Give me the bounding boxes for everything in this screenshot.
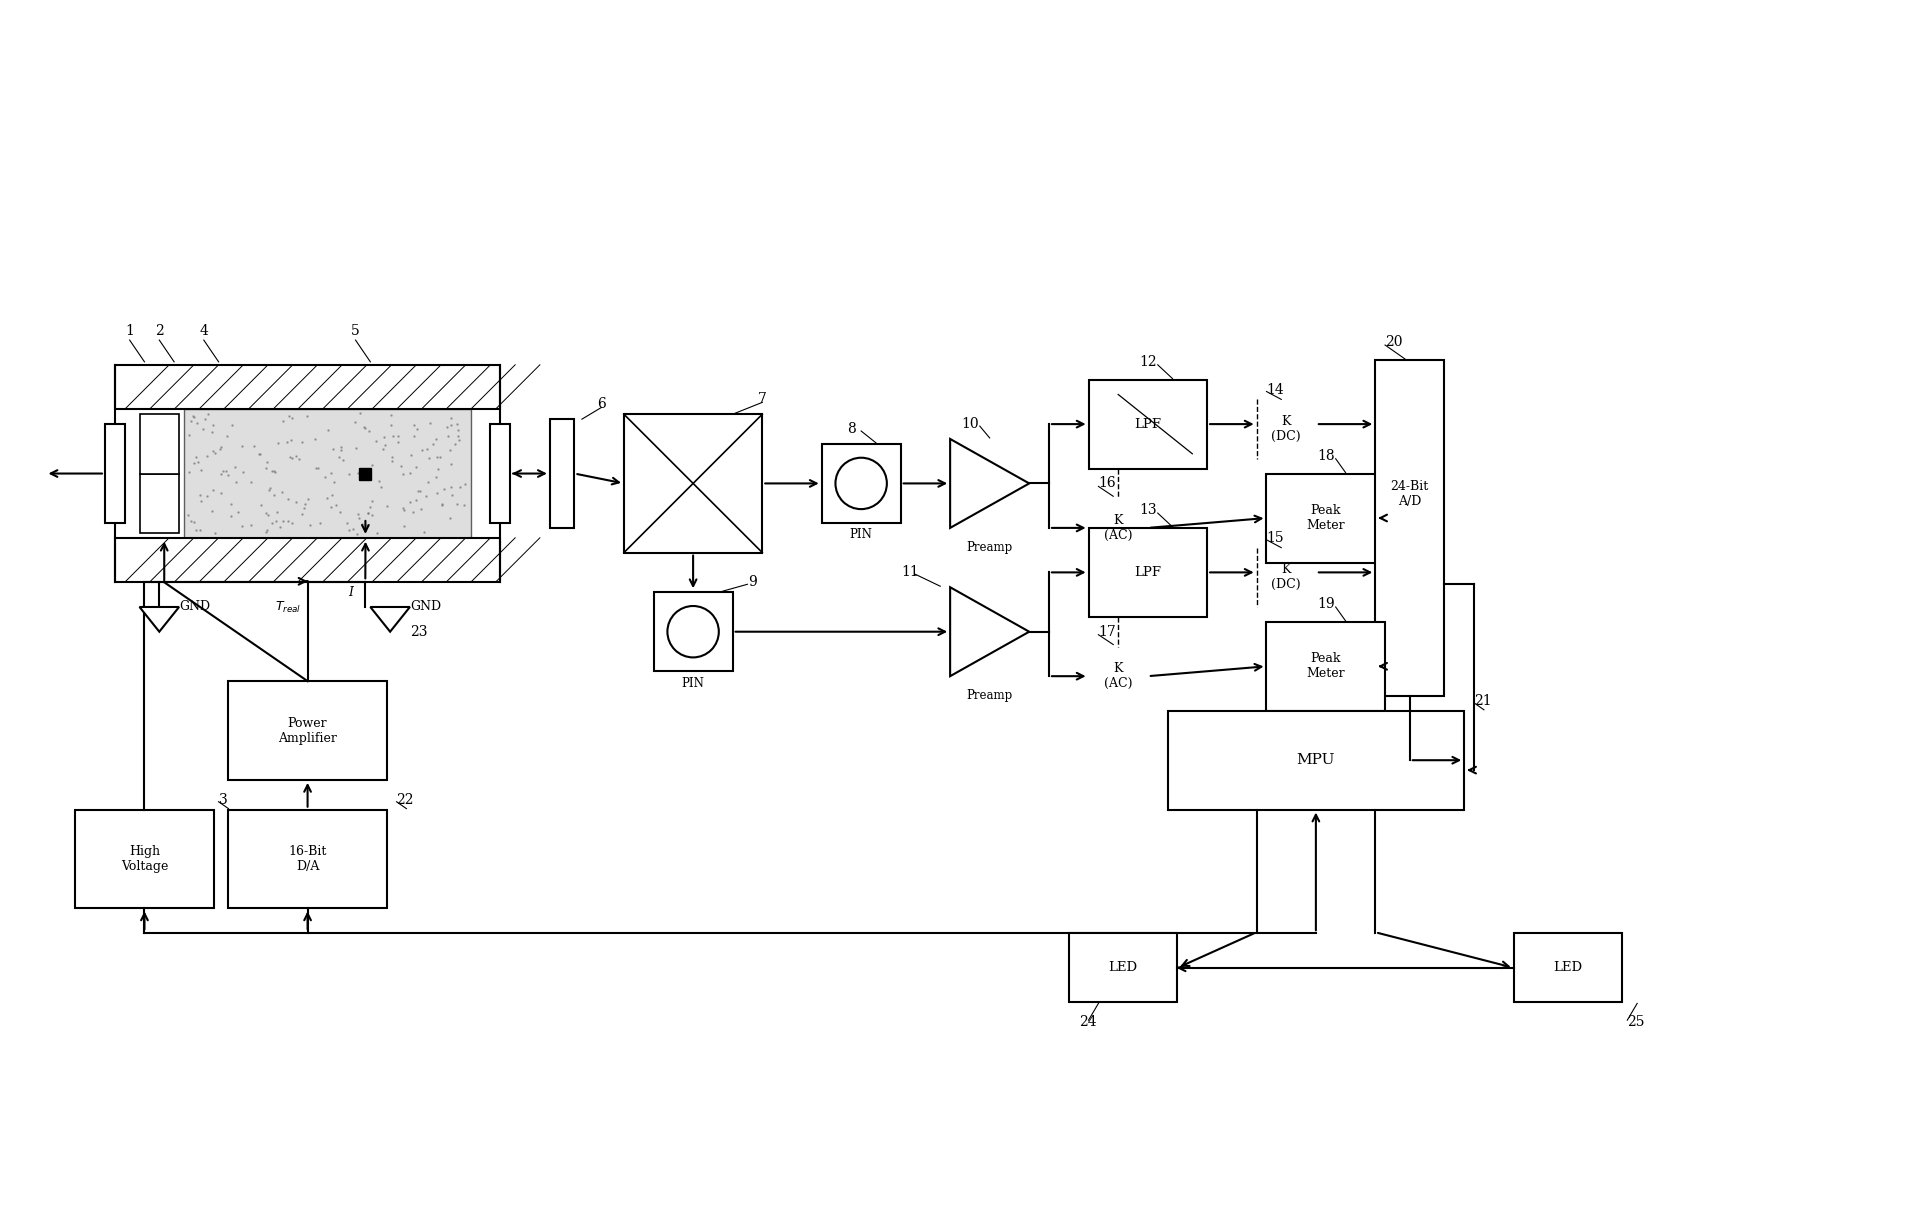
Polygon shape [949,588,1028,676]
Circle shape [836,458,886,509]
Bar [140,474,179,533]
Bar [1515,933,1622,1002]
Text: LED: LED [1109,961,1138,974]
Bar [653,593,732,671]
Text: Power
Amplifier: Power Amplifier [279,716,336,744]
Bar [1376,360,1445,696]
Bar [75,810,213,909]
Text: K
(AC): K (AC) [1103,662,1132,690]
Text: 19: 19 [1317,598,1334,611]
Text: 8: 8 [848,422,855,436]
Bar [140,415,179,474]
Text: 15: 15 [1267,531,1284,544]
Bar [229,681,386,781]
Text: 22: 22 [396,793,413,807]
Text: 2: 2 [156,324,163,338]
Text: Preamp: Preamp [967,542,1013,554]
Text: 24: 24 [1078,1016,1096,1029]
Bar [1088,528,1207,617]
Text: High
Voltage: High Voltage [121,845,167,873]
Polygon shape [371,607,409,631]
Text: 10: 10 [961,417,978,431]
Text: 3: 3 [219,793,227,807]
Text: LPF: LPF [1134,566,1161,579]
Text: 23: 23 [409,624,427,639]
Text: 21: 21 [1474,694,1491,708]
Text: GND: GND [179,600,209,613]
Text: K
(AC): K (AC) [1103,514,1132,542]
Text: 14: 14 [1267,383,1284,396]
Text: 11: 11 [901,565,919,579]
Text: 20: 20 [1386,335,1403,349]
Text: 6: 6 [598,398,605,411]
Text: $T_{real}$: $T_{real}$ [275,600,302,614]
Text: LPF: LPF [1134,418,1161,430]
Bar [115,365,500,410]
Text: 4: 4 [200,324,208,338]
Bar [1267,474,1386,562]
Text: LED: LED [1553,961,1582,974]
Bar [185,410,471,538]
Text: 16: 16 [1097,476,1117,491]
Text: 5: 5 [352,324,359,338]
Text: PIN: PIN [850,528,873,542]
Text: 18: 18 [1317,448,1334,463]
Text: 24-Bit
A/D: 24-Bit A/D [1392,480,1428,508]
Text: Preamp: Preamp [967,690,1013,703]
Bar [229,810,386,909]
Text: 16-Bit
D/A: 16-Bit D/A [288,845,327,873]
Text: GND: GND [409,600,440,613]
Bar [625,415,763,553]
Bar [115,538,500,582]
Bar [490,424,509,522]
Bar [1069,933,1178,1002]
Text: 13: 13 [1140,503,1157,518]
Bar [550,419,575,528]
Bar [1167,710,1465,810]
Text: 17: 17 [1097,624,1117,639]
Text: 9: 9 [748,576,757,589]
Text: K
(DC): K (DC) [1272,564,1301,591]
Text: I: I [348,585,354,599]
Bar [1267,622,1386,710]
Bar [1088,379,1207,469]
Text: MPU: MPU [1297,753,1336,767]
Bar [106,424,125,522]
Text: Peak
Meter: Peak Meter [1307,652,1345,680]
Text: 25: 25 [1628,1016,1645,1029]
Text: 1: 1 [125,324,135,338]
Circle shape [667,606,719,657]
Text: PIN: PIN [682,676,705,690]
Text: Peak
Meter: Peak Meter [1307,504,1345,532]
Text: 7: 7 [757,393,767,406]
Polygon shape [949,439,1028,528]
Bar [821,444,901,522]
Text: 12: 12 [1140,355,1157,368]
Polygon shape [140,607,179,631]
Text: K
(DC): K (DC) [1272,415,1301,444]
